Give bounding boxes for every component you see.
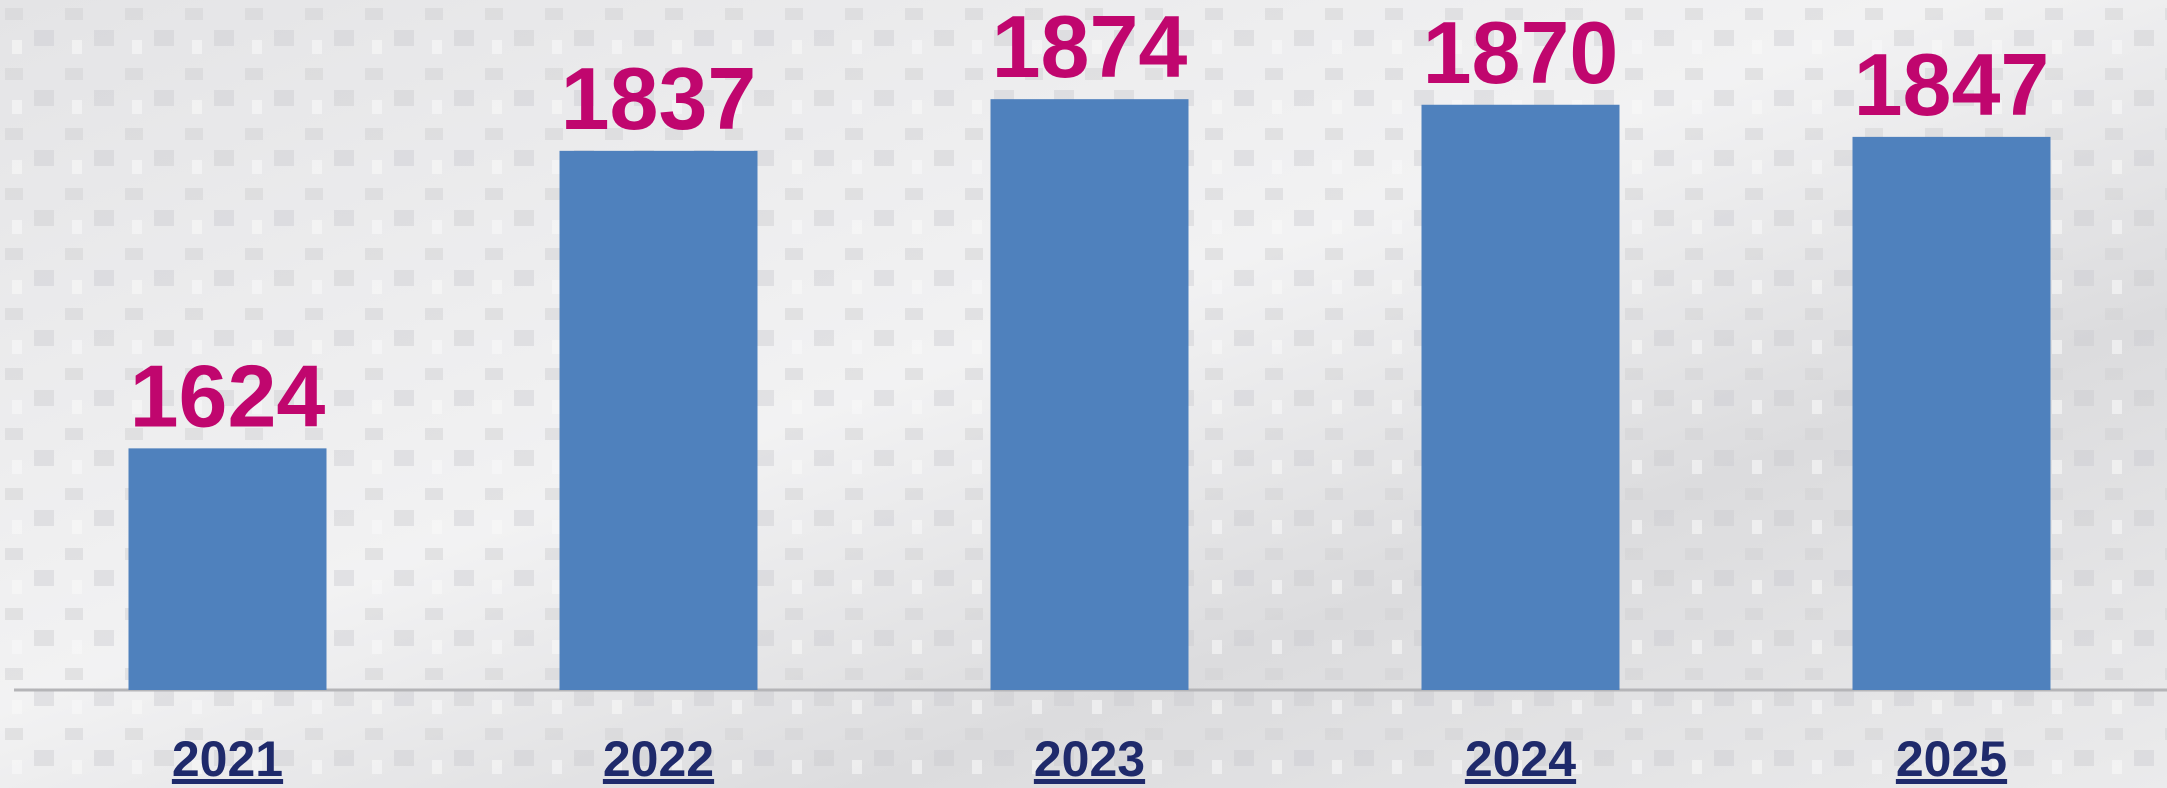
x-tick-label: 2021 — [172, 731, 283, 787]
value-label: 1624 — [130, 346, 326, 445]
bar — [1853, 137, 2051, 690]
x-tick-label: 2025 — [1896, 731, 2007, 787]
x-tick-label: 2024 — [1465, 731, 1576, 787]
page: 2021 1624 2022 1837 2023 1874 2024 1870 2025 1847… — [0, 0, 2167, 788]
bar — [1422, 105, 1620, 690]
chart: 2021 1624 2022 1837 2023 1874 2024 1870 2025 1847 — [0, 0, 2167, 788]
bar — [560, 151, 758, 690]
value-label: 1874 — [992, 0, 1188, 96]
x-tick-label: 2022 — [603, 731, 714, 787]
value-label: 1847 — [1854, 35, 2050, 134]
x-tick-label: 2023 — [1034, 731, 1145, 787]
bar — [991, 99, 1189, 690]
value-label: 1870 — [1423, 3, 1619, 102]
bar — [129, 448, 327, 690]
value-label: 1837 — [561, 49, 757, 148]
